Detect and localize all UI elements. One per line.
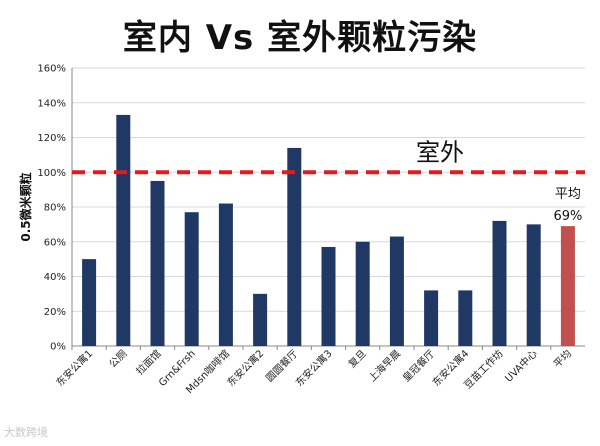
y-tick-label: 80% xyxy=(44,203,66,214)
average-value-label: 69% xyxy=(553,209,582,224)
x-tick-label: 东安公寓3 xyxy=(293,347,335,389)
y-tick-label: 100% xyxy=(37,168,66,179)
bar xyxy=(218,203,233,346)
bar xyxy=(355,241,370,346)
x-tick-label: 上海早晨 xyxy=(366,347,403,384)
x-tick-label: 皇冠餐厅 xyxy=(400,347,437,384)
bar xyxy=(253,293,268,346)
bar xyxy=(82,259,97,346)
bar xyxy=(184,212,199,346)
bar xyxy=(526,224,541,346)
y-tick-label: 20% xyxy=(44,307,66,318)
y-tick-label: 120% xyxy=(37,133,66,144)
bar-average xyxy=(560,226,575,346)
bar xyxy=(150,180,165,346)
x-tick-label: 公厕 xyxy=(107,348,130,371)
x-tick-label: 东安公寓2 xyxy=(224,347,266,389)
x-tick-label: 东安公寓1 xyxy=(53,347,95,389)
average-label: 平均 xyxy=(555,187,581,202)
bar xyxy=(389,236,404,346)
bar xyxy=(116,114,131,346)
bar xyxy=(458,290,473,346)
y-axis-label: 0.5微米颗粒 xyxy=(18,172,33,241)
bars xyxy=(82,114,575,346)
bar xyxy=(321,246,336,346)
x-tick-label: 圆圆餐厅 xyxy=(263,347,300,384)
x-tick-label: 拉面馆 xyxy=(133,347,163,377)
y-tick-label: 60% xyxy=(44,237,66,248)
bar xyxy=(492,220,507,346)
x-tick-label: 复旦 xyxy=(345,347,368,370)
bar xyxy=(424,290,439,346)
chart-title: 室内 Vs 室外颗粒污染 xyxy=(122,18,478,58)
y-tick-label: 0% xyxy=(50,342,66,353)
y-tick-label: 160% xyxy=(37,64,66,75)
y-tick-label: 40% xyxy=(44,272,66,283)
bar xyxy=(287,147,302,346)
watermark: 大数跨境 xyxy=(4,426,48,439)
outdoor-reference-label: 室外 xyxy=(416,138,464,166)
x-tick-label: UVA中心 xyxy=(502,347,540,385)
x-tick-label: 平均 xyxy=(551,348,574,371)
y-tick-label: 140% xyxy=(37,98,66,109)
y-axis-ticks: 0% 20% 40% 60% 80% 100% 120% 140% 160% xyxy=(37,64,66,353)
